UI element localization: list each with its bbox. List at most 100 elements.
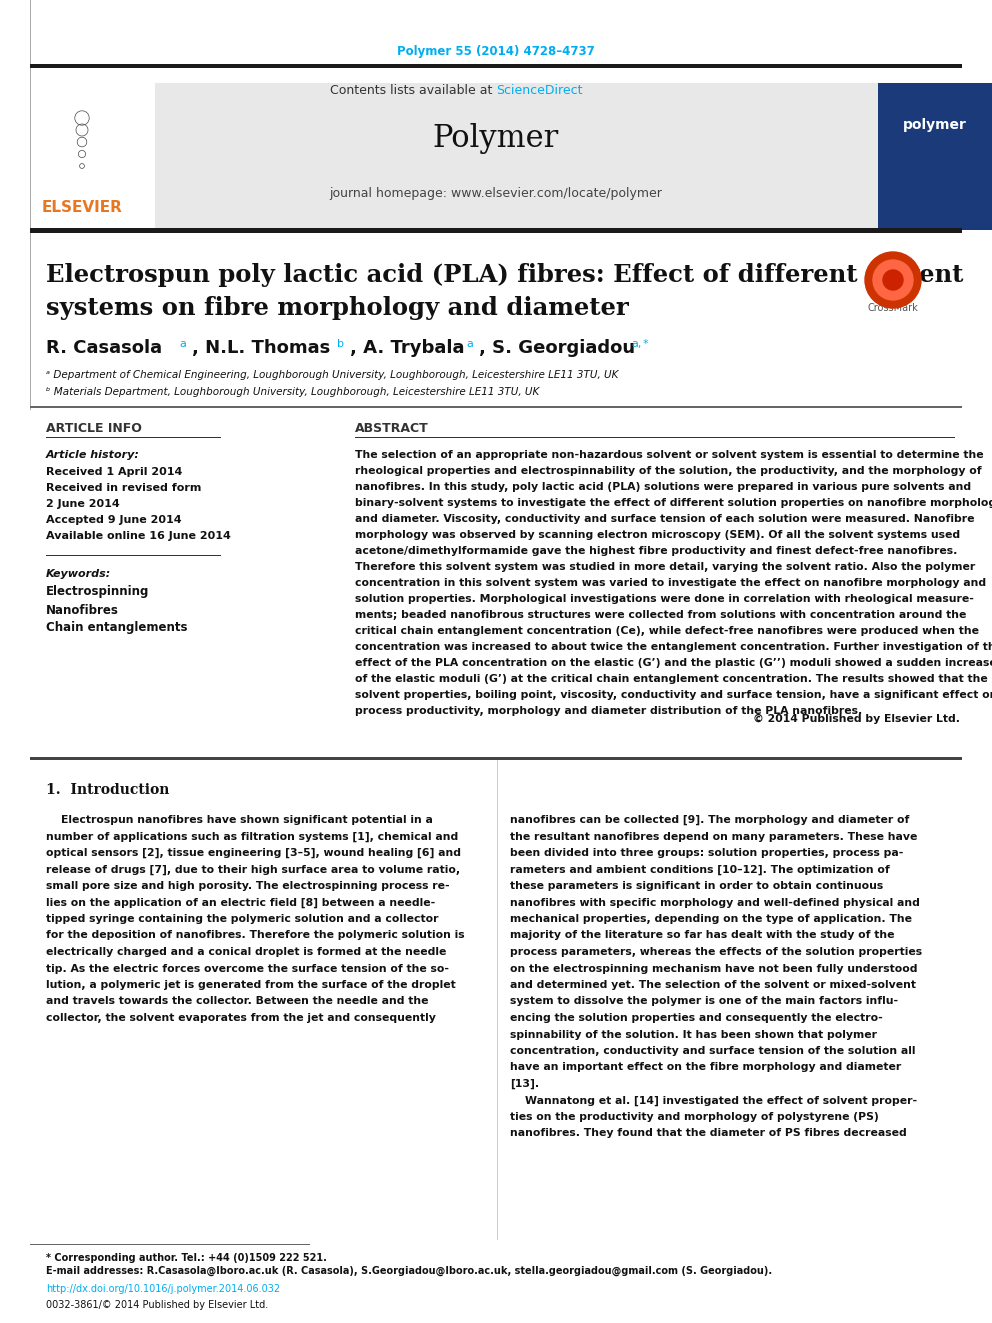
Text: , A. Trybala: , A. Trybala [350,339,464,357]
Text: concentration, conductivity and surface tension of the solution all: concentration, conductivity and surface … [510,1046,916,1056]
Text: Therefore this solvent system was studied in more detail, varying the solvent ra: Therefore this solvent system was studie… [355,562,975,572]
Text: binary-solvent systems to investigate the effect of different solution propertie: binary-solvent systems to investigate th… [355,497,992,508]
Bar [30,406,962,407]
Text: process parameters, whereas the effects of the solution properties: process parameters, whereas the effects … [510,947,923,957]
Text: ARTICLE INFO: ARTICLE INFO [46,422,142,434]
Text: The selection of an appropriate non-hazardous solvent or solvent system is essen: The selection of an appropriate non-haza… [355,450,984,460]
Text: lies on the application of an electric field [8] between a needle-: lies on the application of an electric f… [46,897,435,908]
Bar [46,554,221,556]
Bar [30,64,962,67]
Text: for the deposition of nanofibres. Therefore the polymeric solution is: for the deposition of nanofibres. Theref… [46,930,464,941]
Bar [497,759,498,1240]
Text: number of applications such as filtration systems [1], chemical and: number of applications such as filtratio… [46,831,458,841]
Text: Contents lists available at: Contents lists available at [329,83,496,97]
Text: CrossMark: CrossMark [868,303,919,314]
Text: Polymer 55 (2014) 4728–4737: Polymer 55 (2014) 4728–4737 [397,45,595,58]
Text: ᵇ Materials Department, Loughborough University, Loughborough, Leicestershire LE: ᵇ Materials Department, Loughborough Uni… [46,388,540,397]
Bar [155,83,878,230]
Text: mechanical properties, depending on the type of application. The: mechanical properties, depending on the … [510,914,912,923]
Text: Article history:: Article history: [46,450,140,460]
Text: collector, the solvent evaporates from the jet and consequently: collector, the solvent evaporates from t… [46,1013,435,1023]
Bar [878,83,992,230]
Text: release of drugs [7], due to their high surface area to volume ratio,: release of drugs [7], due to their high … [46,864,460,875]
Text: critical chain entanglement concentration (Ce), while defect-free nanofibres wer: critical chain entanglement concentratio… [355,626,979,636]
Text: ᵃ Department of Chemical Engineering, Loughborough University, Loughborough, Lei: ᵃ Department of Chemical Engineering, Lo… [46,370,618,380]
Bar [30,757,962,759]
Text: lution, a polymeric jet is generated from the surface of the droplet: lution, a polymeric jet is generated fro… [46,980,455,990]
Text: a: a [466,339,473,349]
Text: , N.L. Thomas: , N.L. Thomas [192,339,330,357]
Text: Electrospinning: Electrospinning [46,586,150,598]
Text: Accepted 9 June 2014: Accepted 9 June 2014 [46,515,182,525]
Text: of the elastic moduli (G’) at the critical chain entanglement concentration. The: of the elastic moduli (G’) at the critic… [355,673,988,684]
Text: concentration was increased to about twice the entanglement concentration. Furth: concentration was increased to about twi… [355,642,992,652]
Text: Received in revised form: Received in revised form [46,483,201,493]
Text: nanofibres. They found that the diameter of PS fibres decreased: nanofibres. They found that the diameter… [510,1129,907,1139]
Bar [30,83,155,230]
Text: on the electrospinning mechanism have not been fully understood: on the electrospinning mechanism have no… [510,963,918,974]
Text: * Corresponding author. Tel.: +44 (0)1509 222 521.: * Corresponding author. Tel.: +44 (0)150… [46,1253,327,1263]
Text: spinnability of the solution. It has been shown that polymer: spinnability of the solution. It has bee… [510,1029,877,1040]
Text: morphology was observed by scanning electron microscopy (SEM). Of all the solven: morphology was observed by scanning elec… [355,531,960,540]
Text: 1.  Introduction: 1. Introduction [46,783,170,796]
Text: Electrospun nanofibres have shown significant potential in a: Electrospun nanofibres have shown signif… [46,815,433,826]
Circle shape [883,270,903,290]
Text: Polymer: Polymer [433,123,559,153]
Text: E-mail addresses: R.Casasola@lboro.ac.uk (R. Casasola), S.Georgiadou@lboro.ac.uk: E-mail addresses: R.Casasola@lboro.ac.uk… [46,1266,772,1277]
Text: systems on fibre morphology and diameter: systems on fibre morphology and diameter [46,296,629,320]
Text: system to dissolve the polymer is one of the main factors influ-: system to dissolve the polymer is one of… [510,996,898,1007]
Text: Keywords:: Keywords: [46,569,111,579]
Text: electrically charged and a conical droplet is formed at the needle: electrically charged and a conical dropl… [46,947,446,957]
Text: the resultant nanofibres depend on many parameters. These have: the resultant nanofibres depend on many … [510,831,918,841]
Circle shape [865,251,921,308]
Text: b: b [337,339,344,349]
Text: a,: a, [631,339,642,349]
Text: rameters and ambient conditions [10–12]. The optimization of: rameters and ambient conditions [10–12].… [510,864,890,875]
Text: polymer: polymer [903,118,967,132]
Text: Available online 16 June 2014: Available online 16 June 2014 [46,531,231,541]
Bar [46,437,221,438]
Circle shape [873,261,913,300]
Text: encing the solution properties and consequently the electro-: encing the solution properties and conse… [510,1013,883,1023]
Text: acetone/dimethylformamide gave the highest fibre productivity and finest defect-: acetone/dimethylformamide gave the highe… [355,546,957,556]
Text: *: * [643,339,649,349]
Bar [30,0,31,410]
Text: these parameters is significant in order to obtain continuous: these parameters is significant in order… [510,881,883,890]
Text: ments; beaded nanofibrous structures were collected from solutions with concentr: ments; beaded nanofibrous structures wer… [355,610,966,620]
Text: Received 1 April 2014: Received 1 April 2014 [46,467,183,478]
Text: have an important effect on the fibre morphology and diameter: have an important effect on the fibre mo… [510,1062,902,1073]
Bar [30,228,962,233]
Bar [355,437,955,438]
Text: Electrospun poly lactic acid (PLA) fibres: Effect of different solvent: Electrospun poly lactic acid (PLA) fibre… [46,263,963,287]
Text: and travels towards the collector. Between the needle and the: and travels towards the collector. Betwe… [46,996,429,1007]
Text: solution properties. Morphological investigations were done in correlation with : solution properties. Morphological inves… [355,594,974,605]
Text: ABSTRACT: ABSTRACT [355,422,429,434]
Text: nanofibres with specific morphology and well-defined physical and: nanofibres with specific morphology and … [510,897,920,908]
Text: solvent properties, boiling point, viscosity, conductivity and surface tension, : solvent properties, boiling point, visco… [355,691,992,700]
Text: optical sensors [2], tissue engineering [3–5], wound healing [6] and: optical sensors [2], tissue engineering … [46,848,461,859]
Text: and diameter. Viscosity, conductivity and surface tension of each solution were : and diameter. Viscosity, conductivity an… [355,515,974,524]
Text: R. Casasola: R. Casasola [46,339,162,357]
Text: http://dx.doi.org/10.1016/j.polymer.2014.06.032: http://dx.doi.org/10.1016/j.polymer.2014… [46,1285,280,1294]
Text: [13].: [13]. [510,1078,539,1089]
Text: concentration in this solvent system was varied to investigate the effect on nan: concentration in this solvent system was… [355,578,986,587]
Text: rheological properties and electrospinnability of the solution, the productivity: rheological properties and electrospinna… [355,466,982,476]
Text: and determined yet. The selection of the solvent or mixed-solvent: and determined yet. The selection of the… [510,980,916,990]
Text: nanofibres can be collected [9]. The morphology and diameter of: nanofibres can be collected [9]. The mor… [510,815,910,826]
Text: , S. Georgiadou: , S. Georgiadou [479,339,635,357]
Text: ScienceDirect: ScienceDirect [496,83,582,97]
Text: ELSEVIER: ELSEVIER [42,201,122,216]
Text: a: a [179,339,186,349]
Text: Nanofibres: Nanofibres [46,603,119,617]
Text: process productivity, morphology and diameter distribution of the PLA nanofibres: process productivity, morphology and dia… [355,706,862,716]
Text: Chain entanglements: Chain entanglements [46,622,187,635]
Text: journal homepage: www.elsevier.com/locate/polymer: journal homepage: www.elsevier.com/locat… [329,187,663,200]
Text: small pore size and high porosity. The electrospinning process re-: small pore size and high porosity. The e… [46,881,449,890]
Text: tipped syringe containing the polymeric solution and a collector: tipped syringe containing the polymeric … [46,914,438,923]
Text: nanofibres. In this study, poly lactic acid (PLA) solutions were prepared in var: nanofibres. In this study, poly lactic a… [355,482,971,492]
Text: been divided into three groups: solution properties, process pa-: been divided into three groups: solution… [510,848,904,859]
Text: ties on the productivity and morphology of polystyrene (PS): ties on the productivity and morphology … [510,1113,879,1122]
Text: 2 June 2014: 2 June 2014 [46,499,120,509]
Text: effect of the PLA concentration on the elastic (G’) and the plastic (G’’) moduli: effect of the PLA concentration on the e… [355,658,992,668]
Text: © 2014 Published by Elsevier Ltd.: © 2014 Published by Elsevier Ltd. [753,714,960,724]
